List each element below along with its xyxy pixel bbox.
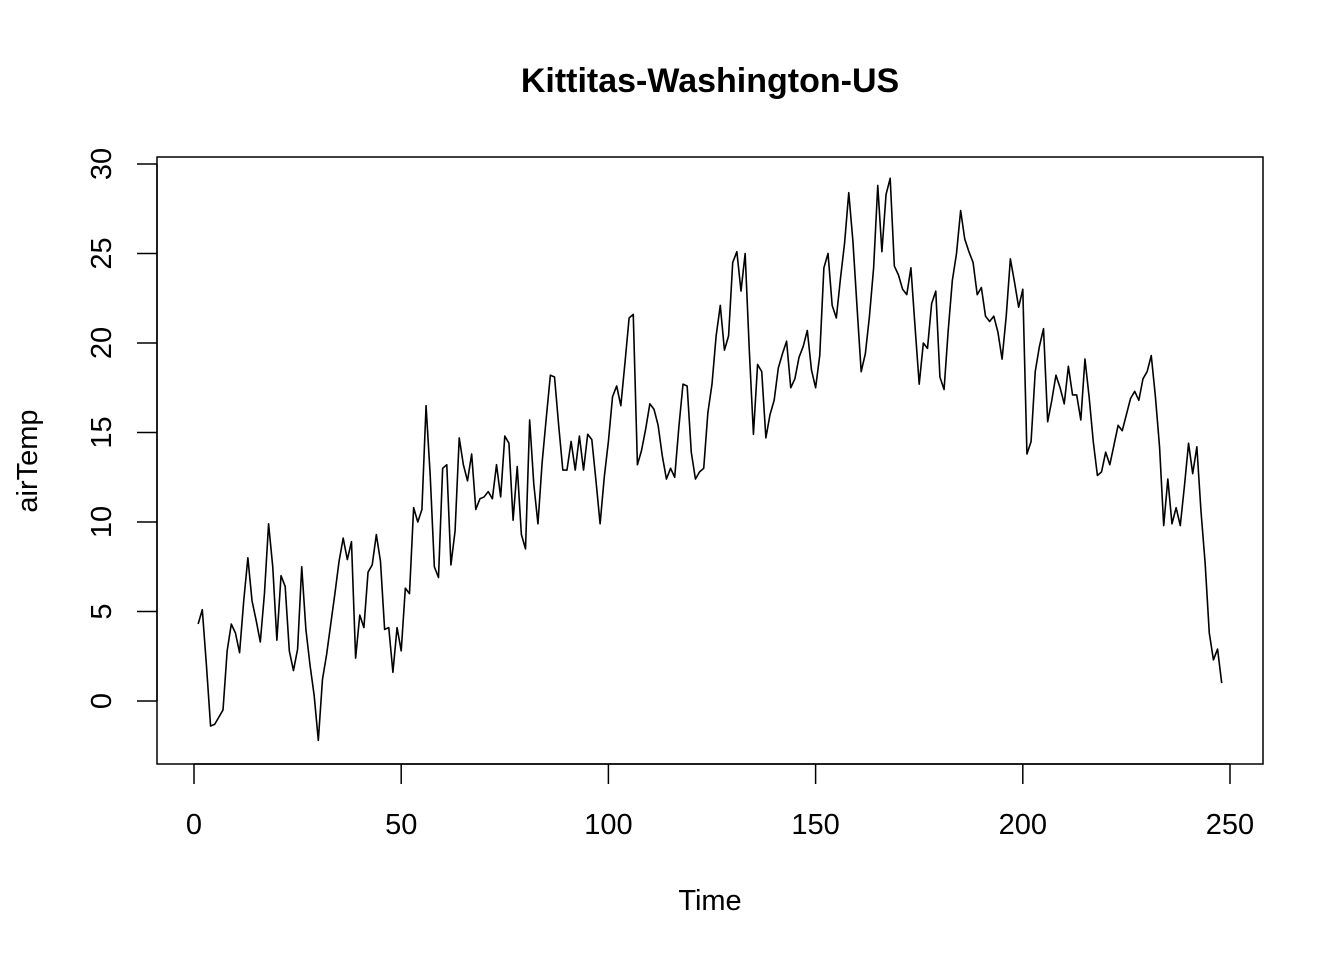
x-tick-label: 0 (186, 809, 202, 841)
x-tick-label: 50 (385, 809, 417, 841)
y-tick-label: 20 (86, 327, 118, 359)
y-axis: 0 5 10 15 20 25 30 (86, 148, 158, 709)
y-tick-label: 30 (86, 148, 118, 180)
x-tick-label: 250 (1206, 809, 1254, 841)
y-tick-label: 15 (86, 416, 118, 448)
y-tick-label: 0 (86, 693, 118, 709)
x-tick-label: 100 (584, 809, 632, 841)
x-tick-label: 200 (999, 809, 1047, 841)
y-axis-label: airTemp (12, 409, 44, 512)
y-tick-label: 10 (86, 506, 118, 538)
y-tick-label: 5 (86, 603, 118, 619)
x-axis: 0 50 100 150 200 250 (186, 763, 1254, 841)
y-tick-label: 25 (86, 237, 118, 269)
chart-title: Kittitas-Washington-US (521, 62, 899, 100)
x-tick-label: 150 (791, 809, 839, 841)
x-axis-label: Time (678, 885, 741, 917)
series-line-airtemp (197, 177, 1223, 742)
